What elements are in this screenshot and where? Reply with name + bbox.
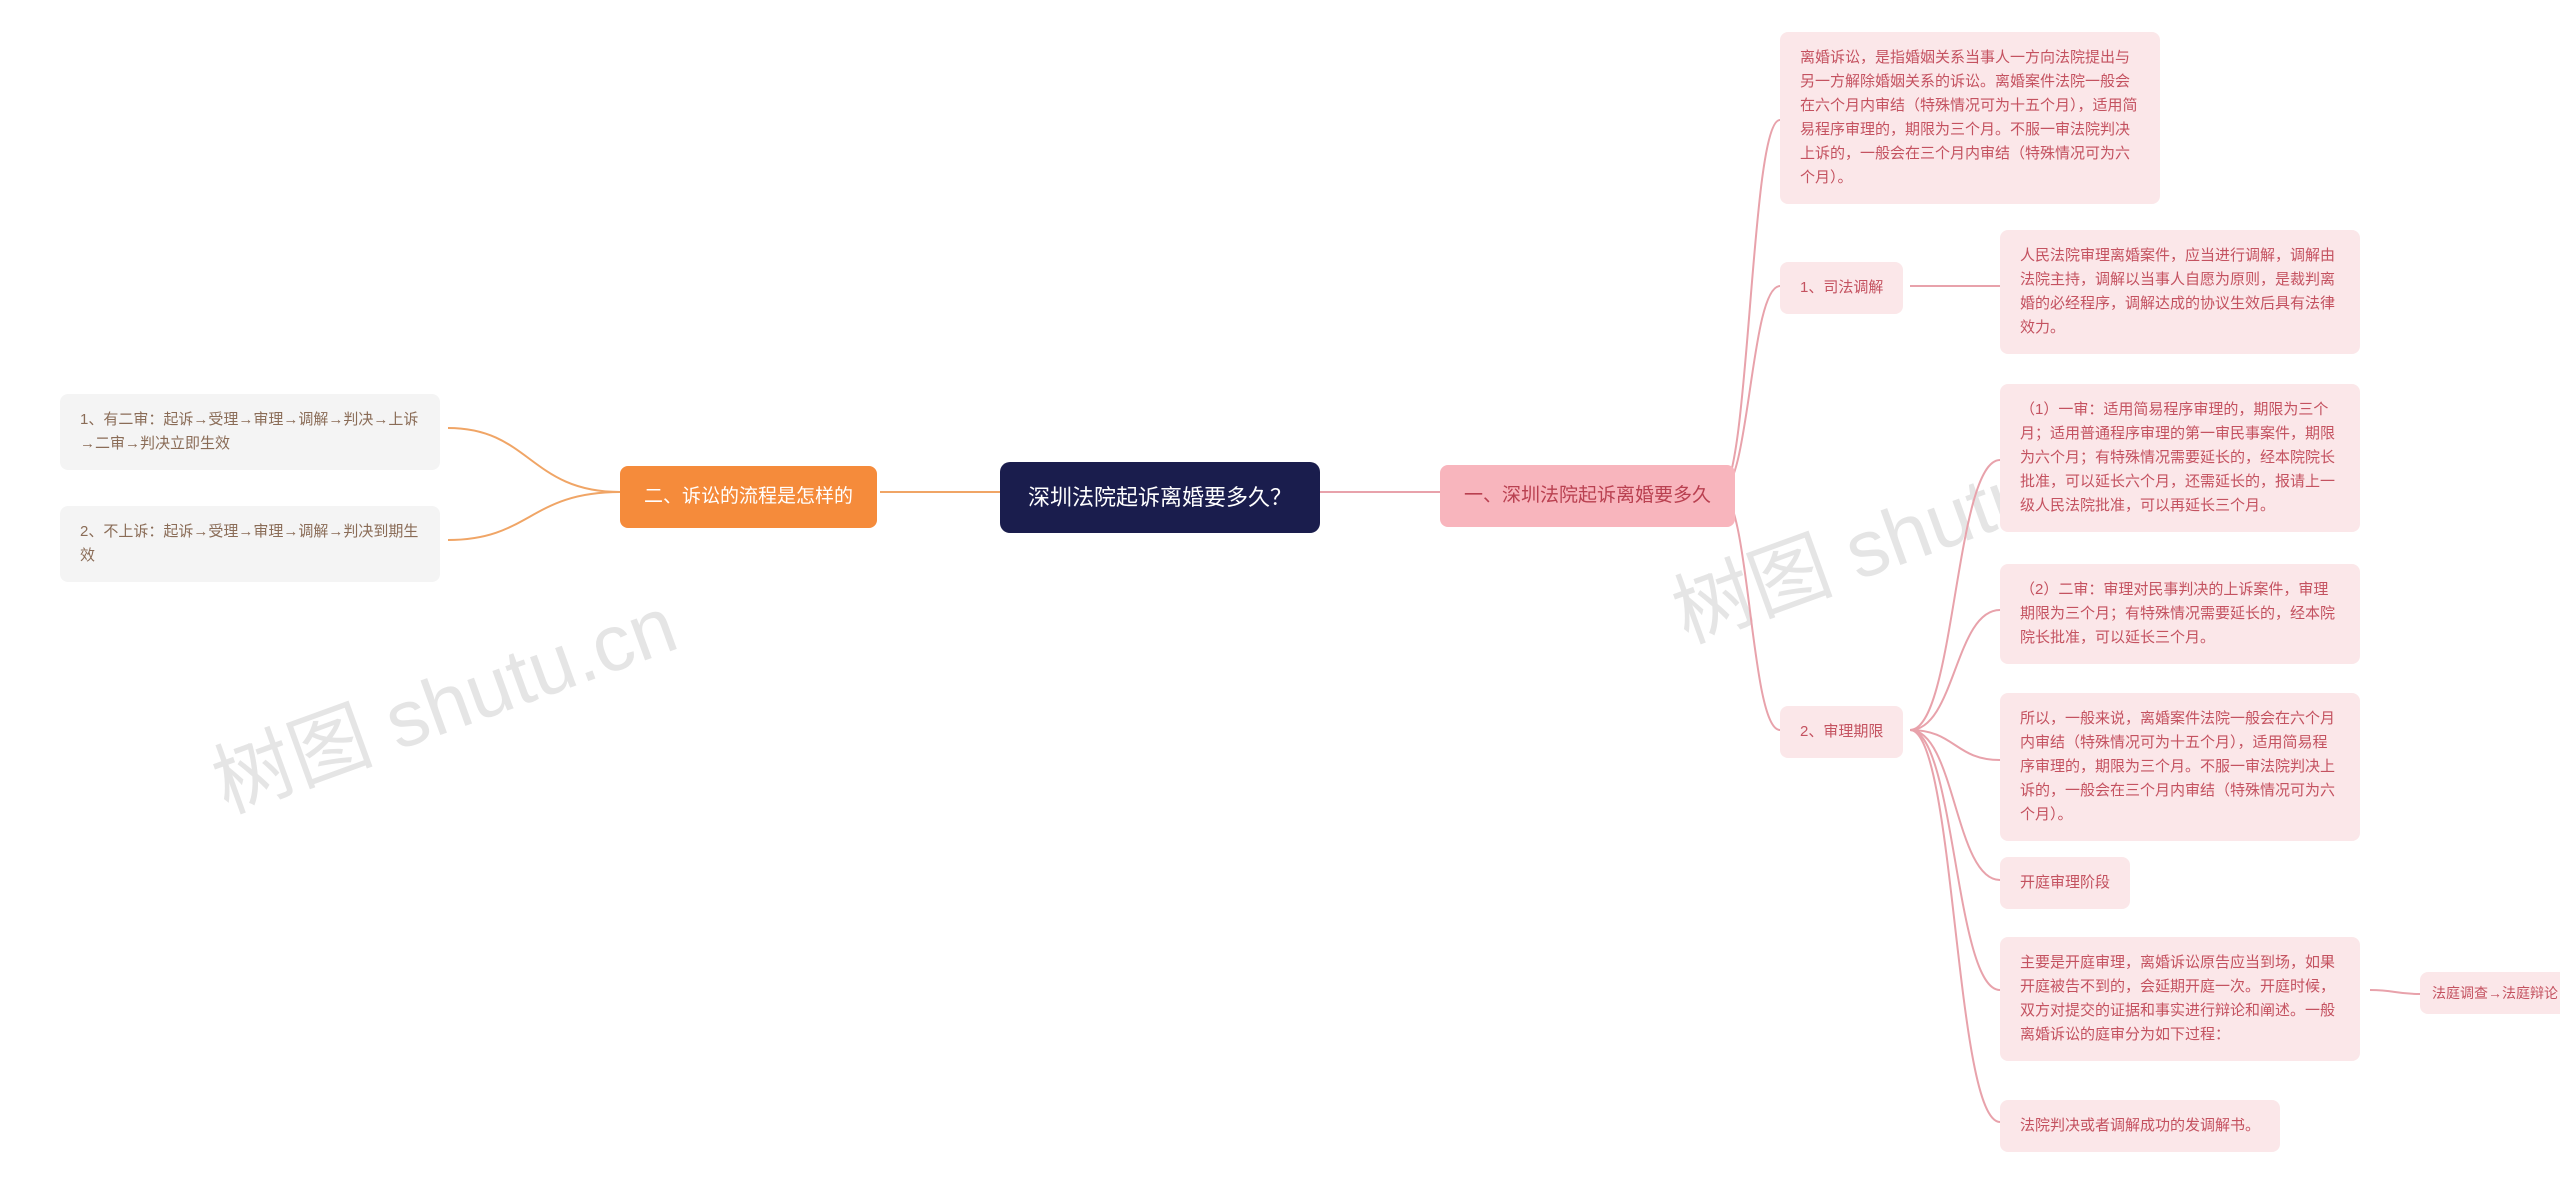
r2-c-leaf: 所以，一般来说，离婚案件法院一般会在六个月内审结（特殊情况可为十五个月），适用简… — [2000, 693, 2360, 841]
root-node: 深圳法院起诉离婚要多久？ — [1000, 462, 1320, 533]
right-branch-node: 一、深圳法院起诉离婚要多久 — [1440, 465, 1735, 527]
r2-f-leaf: 法院判决或者调解成功的发调解书。 — [2000, 1100, 2280, 1152]
r2-a-leaf: （1）一审：适用简易程序审理的，期限为三个月；适用普通程序审理的第一审民事案件，… — [2000, 384, 2360, 532]
l1-leaf: 1、有二审：起诉→受理→审理→调解→判决→上诉→二审→判决立即生效 — [60, 394, 440, 470]
r2-b-leaf: （2）二审：审理对民事判决的上诉案件，审理期限为三个月；有特殊情况需要延长的，经… — [2000, 564, 2360, 664]
r2-leaf: 2、审理期限 — [1780, 706, 1903, 758]
left-branch-node: 二、诉讼的流程是怎样的 — [620, 466, 877, 528]
r1-detail-leaf: 人民法院审理离婚案件，应当进行调解，调解由法院主持，调解以当事人自愿为原则，是裁… — [2000, 230, 2360, 354]
r2-e-leaf: 主要是开庭审理，离婚诉讼原告应当到场，如果开庭被告不到的，会延期开庭一次。开庭时… — [2000, 937, 2360, 1061]
r1-leaf: 1、司法调解 — [1780, 262, 1903, 314]
watermark-1: 树图 shutu.cn — [195, 561, 690, 836]
r2-d-leaf: 开庭审理阶段 — [2000, 857, 2130, 909]
l2-leaf: 2、不上诉：起诉→受理→审理→调解→判决到期生效 — [60, 506, 440, 582]
right-intro-leaf: 离婚诉讼，是指婚姻关系当事人一方向法院提出与另一方解除婚姻关系的诉讼。离婚案件法… — [1780, 32, 2160, 204]
r2-e-detail-leaf: 法庭调查→法庭辩论→法官调解→双方总结 — [2420, 972, 2560, 1014]
